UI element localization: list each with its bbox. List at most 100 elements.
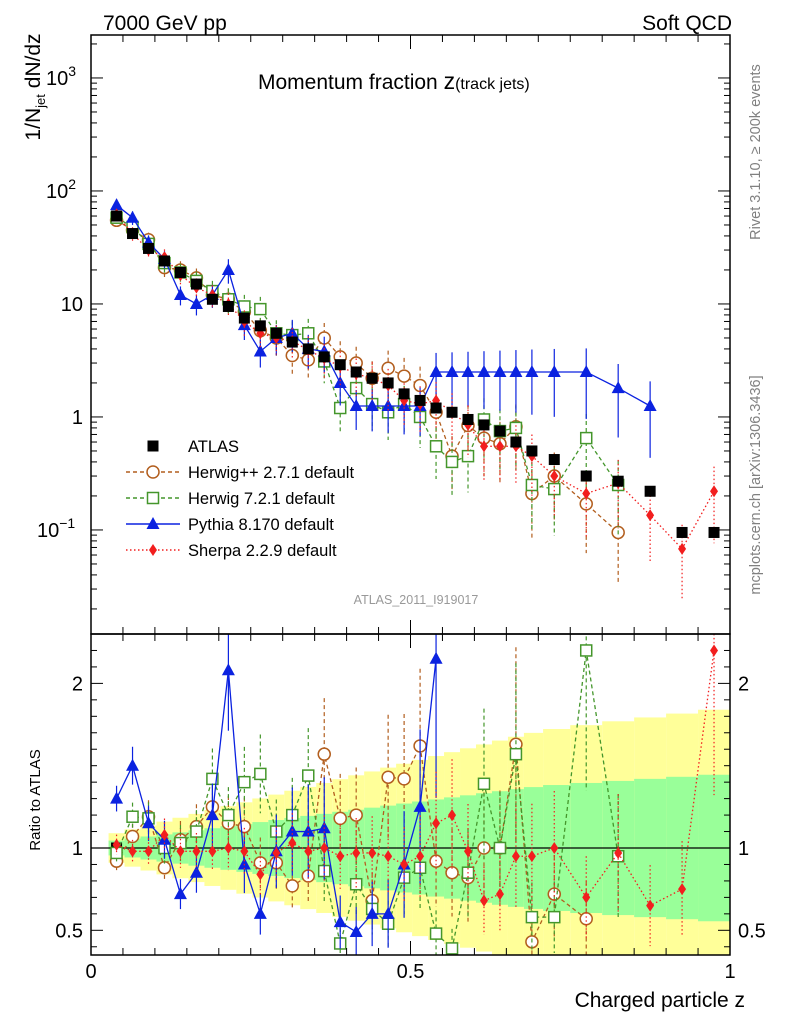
data-point xyxy=(510,436,522,448)
data-point xyxy=(221,663,235,676)
data-point xyxy=(222,808,235,822)
legend-label: Herwig 7.2.1 default xyxy=(188,490,335,508)
data-point xyxy=(548,482,561,496)
data-point xyxy=(611,381,625,394)
legend-entry-atlas: ATLAS xyxy=(147,438,239,456)
data-point xyxy=(190,825,203,838)
data-point xyxy=(190,278,202,290)
data-point xyxy=(397,772,411,786)
data-point xyxy=(461,449,475,463)
data-point xyxy=(509,421,523,435)
data-point xyxy=(110,791,124,804)
rivet-version-label: Rivet 3.1.10, ≥ 200k events xyxy=(748,64,764,240)
data-point xyxy=(368,846,377,859)
data-point xyxy=(253,856,268,870)
data-point xyxy=(349,877,363,891)
data-point xyxy=(317,747,331,761)
data-point xyxy=(494,425,506,437)
series-line xyxy=(116,214,715,550)
data-point xyxy=(253,906,267,919)
ratio-series-sherpa-2-2-9-default xyxy=(112,634,719,947)
data-point xyxy=(304,845,313,858)
data-point xyxy=(550,470,559,483)
data-point xyxy=(125,829,140,844)
data-point xyxy=(334,359,346,371)
data-point xyxy=(493,841,507,855)
data-point xyxy=(479,894,488,907)
data-point xyxy=(479,440,488,453)
data-point xyxy=(445,364,459,377)
data-point xyxy=(548,454,560,466)
analysis-watermark: ATLAS_2011_I919017 xyxy=(354,593,479,607)
data-point xyxy=(333,811,347,826)
data-point xyxy=(398,388,410,400)
data-point xyxy=(126,758,140,771)
x-tick-label: 0 xyxy=(85,961,96,983)
data-point xyxy=(526,445,538,457)
data-point xyxy=(445,455,459,469)
data-point xyxy=(678,542,687,555)
data-point xyxy=(495,440,504,453)
data-point xyxy=(238,775,251,789)
data-point xyxy=(429,927,443,940)
data-point xyxy=(365,399,379,412)
ratio-y-tick-label-right: 2 xyxy=(738,673,749,695)
data-point xyxy=(112,838,121,851)
x-tick-label: 1 xyxy=(724,961,735,983)
process-label: Soft QCD xyxy=(642,12,732,35)
data-point xyxy=(126,810,139,823)
legend-label: Pythia 8.170 default xyxy=(188,516,334,534)
data-point xyxy=(548,910,561,924)
data-point xyxy=(448,809,457,822)
data-point xyxy=(302,769,315,782)
data-point xyxy=(579,431,593,445)
y-tick-label: 1 xyxy=(72,407,83,429)
data-point xyxy=(643,399,657,412)
data-point xyxy=(189,865,203,878)
plot-title: Momentum fraction z(track jets) xyxy=(258,68,530,94)
data-point xyxy=(429,364,443,377)
data-point xyxy=(382,377,394,389)
data-point xyxy=(142,816,156,829)
data-point xyxy=(432,817,441,830)
data-point xyxy=(462,413,474,425)
legend-label: Sherpa 2.2.9 default xyxy=(188,542,337,560)
legend-entry-sherpa-2-2-9-default: Sherpa 2.2.9 default xyxy=(126,542,337,560)
data-point xyxy=(127,228,139,240)
data-point xyxy=(509,364,523,377)
data-point xyxy=(579,364,593,377)
data-point xyxy=(430,402,442,414)
data-point xyxy=(446,406,458,418)
ratio-y-tick-label-right: 1 xyxy=(738,838,749,860)
data-point xyxy=(256,868,265,881)
data-point xyxy=(429,440,443,453)
data-point xyxy=(254,767,267,781)
data-point xyxy=(288,837,297,850)
legend-entry-pythia-8-170-default: Pythia 8.170 default xyxy=(126,516,334,534)
y-tick-label: 10 xyxy=(61,294,83,316)
legend: ATLAS Herwig++ 2.7.1 default Herwig 7.2.1 … xyxy=(126,438,354,560)
data-point xyxy=(582,891,591,904)
data-point xyxy=(333,915,347,928)
x-axis: 0 0.5 1 xyxy=(85,35,736,983)
data-point xyxy=(644,485,656,497)
data-point xyxy=(222,300,234,312)
legend-marker xyxy=(146,465,160,479)
legend-label: Herwig++ 2.7.1 default xyxy=(188,464,354,482)
data-point xyxy=(579,912,593,926)
data-point xyxy=(189,296,203,309)
legend-marker xyxy=(149,544,157,556)
data-point xyxy=(413,799,427,812)
data-point xyxy=(237,819,252,834)
data-point xyxy=(174,266,186,278)
data-point xyxy=(678,883,687,896)
data-point xyxy=(286,336,298,348)
data-point xyxy=(550,842,559,854)
data-point xyxy=(254,302,267,316)
main-series-atlas xyxy=(111,210,720,538)
data-point xyxy=(477,777,491,791)
data-point xyxy=(397,369,411,383)
legend-entry-herwig-2-7-1-default: Herwig++ 2.7.1 default xyxy=(126,464,354,482)
data-point xyxy=(349,924,363,937)
